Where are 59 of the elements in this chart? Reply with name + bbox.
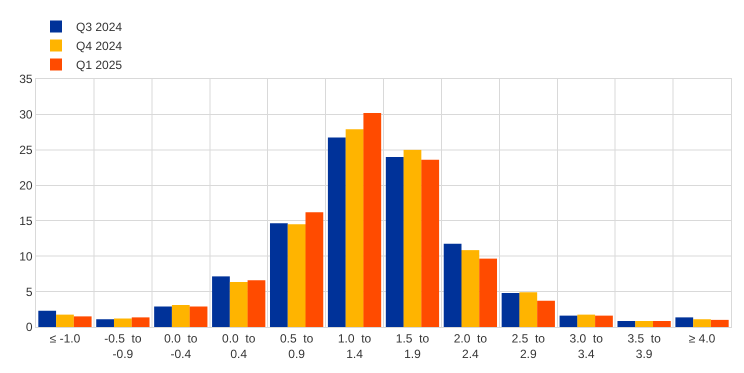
bar — [617, 320, 636, 327]
y-tick-label: 15 — [19, 214, 33, 228]
x-tick-label: -0.5 to -0.9 — [104, 331, 142, 361]
bar — [479, 258, 498, 327]
x-tick-label: 2.0 to 2.4 — [454, 331, 488, 361]
bar — [230, 282, 248, 327]
x-tick-label: ≤ -1.0 — [50, 331, 81, 346]
bar — [444, 244, 462, 327]
bar — [96, 319, 114, 327]
x-tick-label: 1.5 to 1.9 — [396, 331, 430, 361]
bar — [404, 150, 422, 327]
bar — [675, 317, 694, 327]
bar — [560, 316, 578, 327]
bar — [288, 224, 306, 327]
x-tick-label: 3.0 to 3.4 — [570, 331, 604, 361]
bar — [270, 223, 288, 327]
x-tick-label: 0.0 to 0.4 — [222, 331, 256, 361]
bar — [172, 305, 190, 327]
x-tick-label: ≥ 4.0 — [688, 331, 716, 346]
y-tick-label: 0 — [26, 320, 33, 334]
legend-label: Q3 2024 — [76, 20, 122, 34]
bar — [306, 212, 324, 327]
y-tick-label: 20 — [19, 178, 33, 192]
x-tick-label: 3.5 to 3.9 — [627, 331, 662, 361]
x-tick-label: 0.0 to -0.4 — [164, 331, 198, 361]
legend-label: Q4 2024 — [76, 39, 122, 54]
x-tick-label: 1.0 to 1.4 — [338, 331, 372, 361]
bar — [653, 320, 671, 327]
bar — [502, 292, 520, 327]
bar — [38, 310, 56, 327]
bar — [154, 306, 172, 327]
bar — [595, 316, 613, 327]
y-tick-label: 10 — [19, 249, 33, 264]
bar — [710, 320, 729, 327]
y-tick-label: 5 — [26, 284, 33, 299]
bar — [190, 306, 208, 327]
bar — [132, 317, 150, 327]
x-tick-label: 2.5 to 2.9 — [512, 331, 546, 361]
bar — [346, 129, 364, 327]
bar — [248, 280, 266, 327]
y-tick-label: 25 — [19, 143, 33, 158]
legend-label: Q1 2025 — [76, 58, 122, 72]
bar — [386, 156, 404, 327]
bar — [537, 300, 555, 327]
bar — [363, 113, 382, 327]
bar — [577, 314, 596, 327]
bar — [114, 318, 132, 327]
x-tick-label: 0.5 to 0.9 — [280, 331, 314, 361]
bar — [693, 319, 711, 327]
bar — [74, 316, 92, 327]
y-tick-label: 30 — [19, 108, 33, 122]
bar — [421, 160, 440, 327]
bar — [212, 276, 230, 327]
y-tick-label: 35 — [19, 72, 33, 86]
bar — [635, 320, 654, 327]
bar — [328, 137, 346, 327]
bar — [56, 314, 74, 327]
bar — [461, 250, 480, 327]
bar — [519, 292, 538, 327]
